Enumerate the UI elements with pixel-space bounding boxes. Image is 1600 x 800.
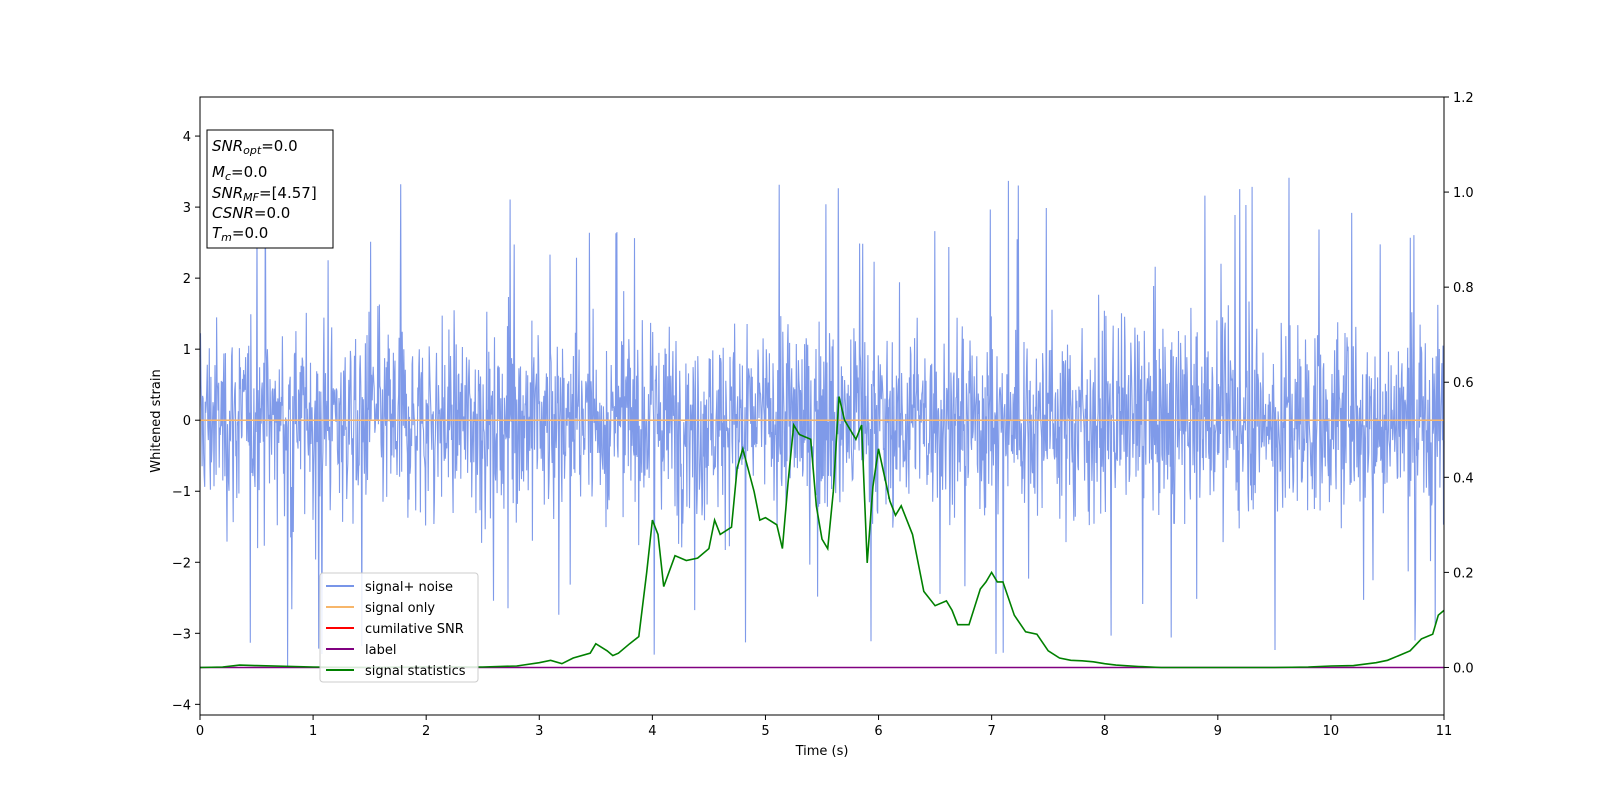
legend-label: signal statistics: [365, 664, 466, 679]
y2-tick-label: 1.2: [1453, 91, 1474, 106]
x-tick-label: 10: [1323, 724, 1340, 739]
y-tick-label: 1: [183, 343, 191, 358]
info-snr-opt: SNRopt=0.0: [212, 137, 298, 157]
legend-label: label: [365, 643, 396, 658]
y-tick-label: −3: [172, 627, 191, 642]
x-tick-label: 6: [874, 724, 882, 739]
x-tick-label: 2: [422, 724, 430, 739]
legend-label: signal only: [365, 601, 435, 616]
y2-tick-label: 1.0: [1453, 186, 1474, 201]
info-snr-mf: SNRMF=[4.57]: [212, 184, 317, 204]
legend: signal+ noise signal only cumilative SNR la…: [319, 572, 479, 683]
plot-frame: [199, 96, 1445, 716]
x-tick-label: 8: [1101, 724, 1109, 739]
x-tick-label: 4: [648, 724, 656, 739]
axis-ticks: 0 1 2 3 4 5 6 7 8 9 10 11 −4 −3 −2 −1 0 1 2 3 4 0.0 0.2 0.4 0.6 0…: [172, 91, 1474, 739]
x-tick-label: 5: [761, 724, 769, 739]
info-box: SNRopt=0.0 Mc=0.0 SNRMF=[4.57] CSNR=0.0 …: [206, 129, 334, 249]
y-tick-label: −4: [172, 698, 191, 713]
y2-tick-label: 0.2: [1453, 566, 1474, 581]
y2-tick-label: 0.8: [1453, 281, 1474, 296]
series-line-4: [199, 396, 1445, 669]
series-signal-noise: [199, 177, 1445, 667]
y2-tick-label: 0.6: [1453, 376, 1474, 391]
info-mc: Mc=0.0: [212, 163, 267, 183]
y-tick-label: 0: [183, 414, 191, 429]
x-tick-label: 3: [535, 724, 543, 739]
x-tick-label: 9: [1214, 724, 1222, 739]
y2-tick-label: 0.0: [1453, 661, 1474, 676]
y-tick-label: 3: [183, 201, 191, 216]
y-tick-label: 4: [183, 130, 191, 145]
x-tick-label: 7: [987, 724, 995, 739]
y2-tick-label: 0.4: [1453, 471, 1474, 486]
x-axis-label: Time (s): [795, 744, 849, 759]
legend-label: signal+ noise: [365, 580, 453, 595]
info-tm: Tm=0.0: [212, 224, 268, 244]
legend-label: cumilative SNR: [365, 622, 464, 637]
x-tick-label: 11: [1436, 724, 1453, 739]
x-tick-label: 0: [196, 724, 204, 739]
y-axis-label: Whitened strain: [149, 369, 164, 472]
y-tick-label: −2: [172, 556, 191, 571]
y-tick-label: −1: [172, 485, 191, 500]
y-tick-label: 2: [183, 272, 191, 287]
x-tick-label: 1: [309, 724, 317, 739]
info-csnr: CSNR=0.0: [212, 204, 290, 222]
signal-noise-line: [199, 177, 1445, 667]
